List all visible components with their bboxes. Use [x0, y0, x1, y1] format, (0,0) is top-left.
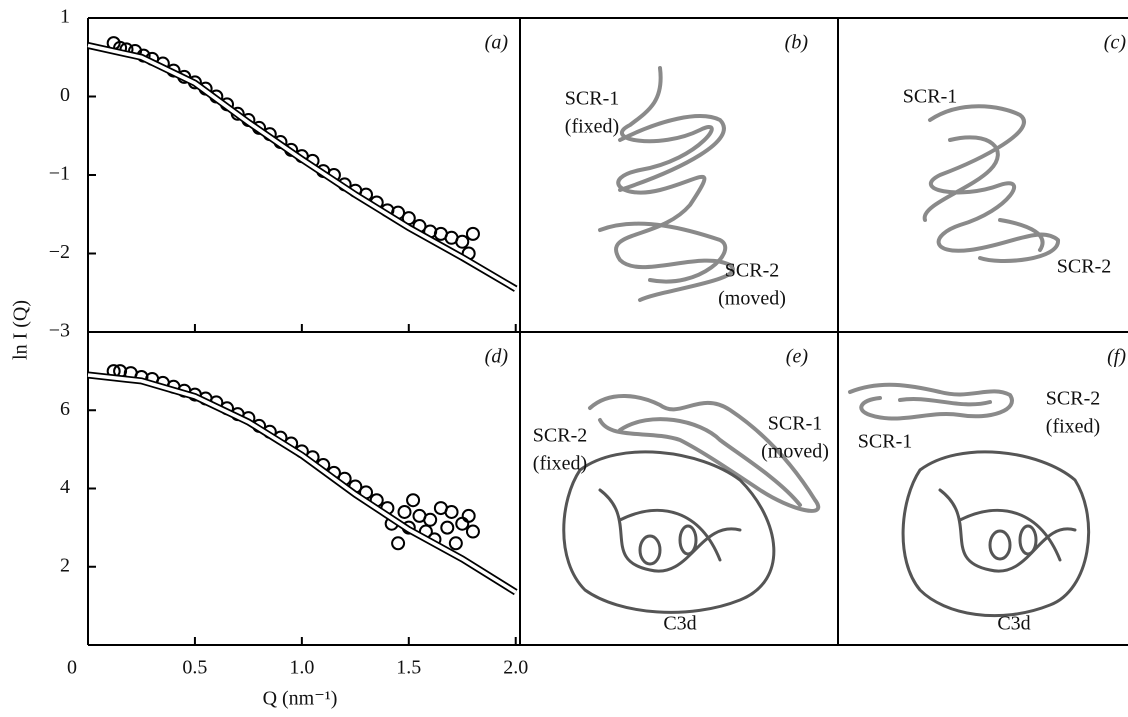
data-point — [465, 226, 480, 241]
y-tick-label: 4 — [60, 476, 70, 498]
structure-label: SCR-2 — [1046, 388, 1100, 410]
data-point — [440, 520, 455, 535]
data-point — [448, 536, 463, 551]
fit-line-outline — [87, 371, 518, 596]
y-tick-label: 0 — [60, 84, 70, 106]
structure-label: (fixed) — [533, 453, 587, 475]
structure-label: (moved) — [718, 288, 786, 310]
structure-label: SCR-2 — [533, 425, 587, 447]
data-point — [391, 536, 406, 551]
data-point — [461, 508, 476, 523]
structure-label: (moved) — [761, 441, 829, 463]
structure-label: C3d — [663, 613, 696, 635]
fit-line — [87, 373, 517, 594]
y-tick-label: 1 — [60, 6, 70, 28]
data-point — [444, 504, 459, 519]
x-axis-label: Q (nm⁻¹) — [263, 688, 338, 710]
data-point — [423, 512, 438, 527]
y-tick-label: −1 — [49, 163, 70, 185]
x-tick-label: 1.5 — [396, 657, 421, 679]
y-tick-label: 6 — [60, 398, 70, 420]
y-tick-label: −2 — [49, 241, 70, 263]
y-tick-label: 2 — [60, 554, 70, 576]
structure-labels: (b) SCR-1 (fixed) SCR-2 (moved) (c) SCR-… — [533, 32, 1127, 635]
panel-label: (a) — [485, 32, 509, 54]
x-tick-label: 1.0 — [289, 657, 314, 679]
structure-label: (fixed) — [1046, 416, 1100, 438]
structure-label: SCR-2 — [1057, 256, 1111, 278]
structure-label: SCR-1 — [565, 88, 619, 110]
structure-label: SCR-1 — [903, 86, 957, 108]
structure-label: (fixed) — [565, 116, 619, 138]
frames — [87, 17, 1128, 646]
fit-line — [87, 43, 517, 291]
y-tick-label: −3 — [49, 320, 70, 342]
data-point — [406, 493, 421, 508]
x-tick-label: 2.0 — [503, 657, 528, 679]
structure-label: C3d — [997, 613, 1030, 635]
data-point — [397, 504, 412, 519]
panel-label: (c) — [1104, 32, 1127, 54]
structure-label: SCR-2 — [725, 260, 779, 282]
x-tick-label: 0 — [67, 657, 77, 679]
data-point — [465, 524, 480, 539]
data-point — [455, 234, 470, 249]
panel-label: (f) — [1107, 346, 1126, 368]
panel-label: (b) — [785, 32, 809, 54]
y-axis-label: ln I (Q) — [10, 300, 32, 360]
data-point — [455, 516, 470, 531]
structure-art — [562, 66, 1091, 618]
structure-label: SCR-1 — [768, 413, 822, 435]
structure-label: SCR-1 — [858, 431, 912, 453]
x-tick-label: 0.5 — [182, 657, 207, 679]
panel-label: (d) — [485, 346, 509, 368]
panel-label: (e) — [786, 346, 809, 368]
